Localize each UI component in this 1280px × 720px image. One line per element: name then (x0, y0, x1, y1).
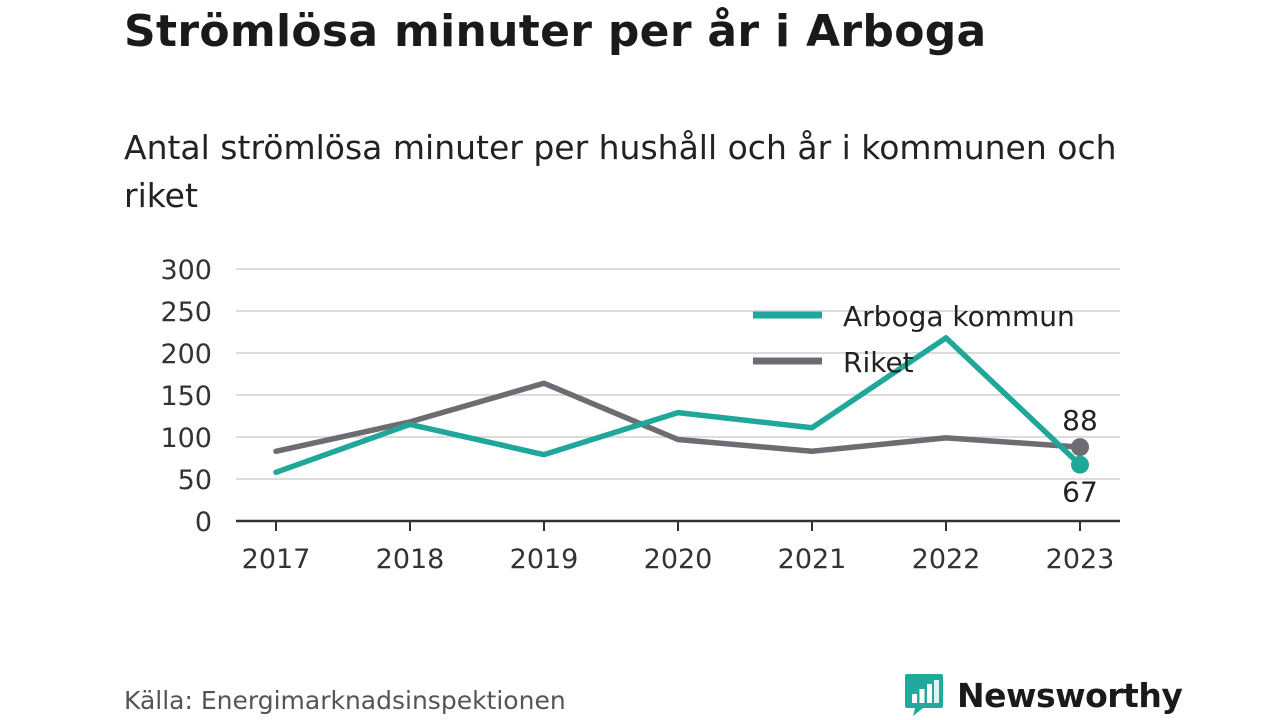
y-tick-label: 0 (195, 507, 212, 538)
series-layer (273, 335, 1083, 476)
x-tick-label: 2023 (1046, 544, 1115, 575)
bar-chart-speech-bubble-icon (905, 674, 943, 716)
legend-label-riket: Riket (843, 346, 914, 379)
brand-logo: Newsworthy (903, 672, 1183, 718)
y-tick-label: 250 (160, 297, 212, 328)
chart-title: Strömlösa minuter per år i Arboga (124, 6, 987, 57)
grid-layer (236, 268, 1120, 523)
endpoint-arboga (1071, 455, 1089, 474)
x-axis-ticks: 2017 2018 2019 2020 2021 2022 2023 (242, 521, 1115, 575)
x-tick-label: 2020 (644, 544, 713, 575)
endpoint-label-arboga: 67 (1062, 476, 1098, 509)
y-tick-label: 300 (160, 255, 212, 286)
endpoint-layer: 88 67 (1062, 404, 1098, 509)
chart-subtitle: Antal strömlösa minuter per hushåll och … (124, 128, 1117, 215)
series-line-arboga (273, 335, 1083, 476)
y-tick-label: 200 (160, 339, 212, 370)
brand-name: Newsworthy (957, 675, 1183, 715)
y-tick-label: 100 (160, 423, 212, 454)
y-tick-label: 50 (178, 465, 212, 496)
x-tick-label: 2022 (912, 544, 981, 575)
x-tick-label: 2018 (376, 544, 445, 575)
endpoint-riket (1071, 438, 1089, 457)
source-note: Källa: Energimarknadsinspektionen (124, 686, 566, 715)
legend: Arboga kommun Riket (753, 300, 1075, 379)
y-tick-label: 150 (160, 381, 212, 412)
x-tick-label: 2017 (242, 544, 311, 575)
endpoint-label-riket: 88 (1062, 404, 1098, 437)
series-line-riket (273, 380, 1083, 455)
x-tick-label: 2019 (510, 544, 579, 575)
x-tick-label: 2021 (778, 544, 847, 575)
legend-label-arboga: Arboga kommun (843, 300, 1075, 333)
y-axis-ticks: 0 50 100 150 200 250 300 (160, 255, 212, 538)
